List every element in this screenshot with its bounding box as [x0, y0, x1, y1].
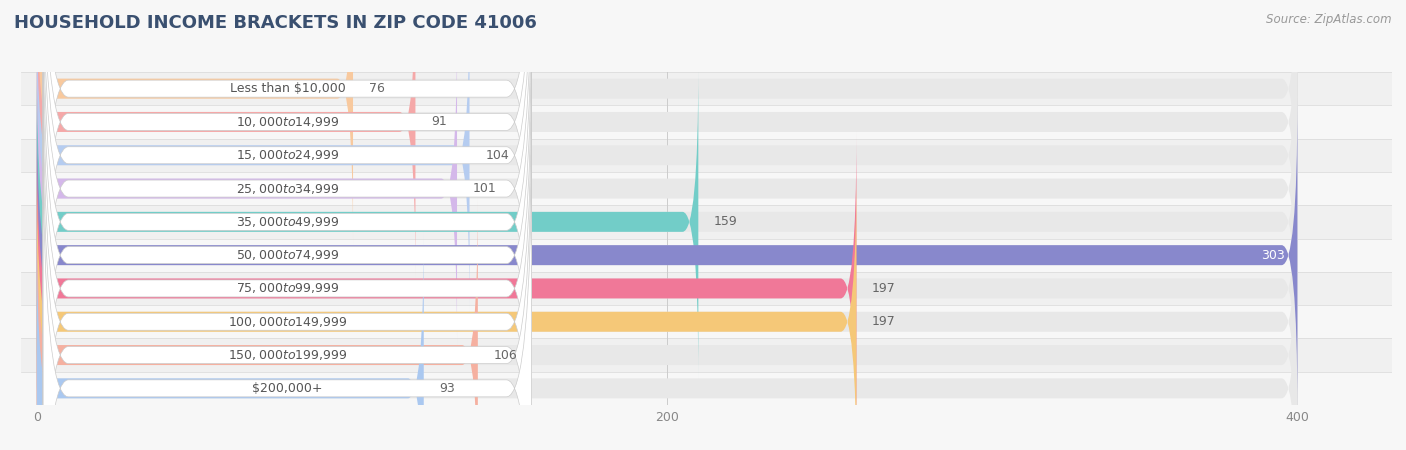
FancyBboxPatch shape [37, 0, 1298, 312]
Text: 91: 91 [432, 116, 447, 128]
FancyBboxPatch shape [21, 238, 1392, 272]
Text: Less than $10,000: Less than $10,000 [229, 82, 346, 95]
FancyBboxPatch shape [37, 99, 1298, 412]
FancyBboxPatch shape [44, 0, 531, 450]
FancyBboxPatch shape [21, 272, 1392, 305]
FancyBboxPatch shape [37, 0, 470, 312]
Text: 93: 93 [440, 382, 456, 395]
Text: 106: 106 [494, 349, 517, 361]
FancyBboxPatch shape [37, 32, 457, 345]
Text: $35,000 to $49,999: $35,000 to $49,999 [236, 215, 339, 229]
FancyBboxPatch shape [44, 130, 531, 450]
FancyBboxPatch shape [37, 165, 1298, 450]
Text: $10,000 to $14,999: $10,000 to $14,999 [236, 115, 339, 129]
Text: $15,000 to $24,999: $15,000 to $24,999 [236, 148, 339, 162]
FancyBboxPatch shape [37, 65, 1298, 378]
Text: 159: 159 [714, 216, 738, 228]
FancyBboxPatch shape [37, 198, 478, 450]
Text: $100,000 to $149,999: $100,000 to $149,999 [228, 315, 347, 329]
FancyBboxPatch shape [44, 97, 531, 450]
Text: 197: 197 [872, 315, 896, 328]
Text: 303: 303 [1261, 249, 1285, 261]
FancyBboxPatch shape [21, 105, 1392, 139]
FancyBboxPatch shape [37, 132, 856, 445]
Text: $75,000 to $99,999: $75,000 to $99,999 [236, 281, 339, 296]
FancyBboxPatch shape [44, 0, 531, 413]
Text: $25,000 to $34,999: $25,000 to $34,999 [236, 181, 339, 196]
Text: $50,000 to $74,999: $50,000 to $74,999 [236, 248, 339, 262]
Text: 197: 197 [872, 282, 896, 295]
FancyBboxPatch shape [44, 64, 531, 450]
FancyBboxPatch shape [37, 32, 1298, 345]
FancyBboxPatch shape [37, 99, 1298, 412]
FancyBboxPatch shape [37, 65, 699, 378]
Text: 104: 104 [485, 149, 509, 162]
Text: HOUSEHOLD INCOME BRACKETS IN ZIP CODE 41006: HOUSEHOLD INCOME BRACKETS IN ZIP CODE 41… [14, 14, 537, 32]
Text: 101: 101 [472, 182, 496, 195]
FancyBboxPatch shape [21, 338, 1392, 372]
FancyBboxPatch shape [21, 372, 1392, 405]
FancyBboxPatch shape [44, 0, 531, 450]
FancyBboxPatch shape [37, 232, 1298, 450]
Text: Source: ZipAtlas.com: Source: ZipAtlas.com [1267, 14, 1392, 27]
FancyBboxPatch shape [37, 0, 415, 279]
FancyBboxPatch shape [37, 0, 1298, 279]
FancyBboxPatch shape [37, 0, 353, 245]
Text: 76: 76 [368, 82, 385, 95]
FancyBboxPatch shape [21, 72, 1392, 105]
FancyBboxPatch shape [37, 165, 856, 450]
FancyBboxPatch shape [21, 172, 1392, 205]
Text: $150,000 to $199,999: $150,000 to $199,999 [228, 348, 347, 362]
FancyBboxPatch shape [44, 31, 531, 450]
Text: $200,000+: $200,000+ [252, 382, 322, 395]
FancyBboxPatch shape [21, 205, 1392, 239]
FancyBboxPatch shape [37, 198, 1298, 450]
FancyBboxPatch shape [37, 232, 423, 450]
FancyBboxPatch shape [44, 0, 531, 346]
FancyBboxPatch shape [21, 139, 1392, 172]
FancyBboxPatch shape [37, 0, 1298, 245]
FancyBboxPatch shape [37, 132, 1298, 445]
FancyBboxPatch shape [44, 0, 531, 380]
FancyBboxPatch shape [21, 305, 1392, 338]
FancyBboxPatch shape [44, 0, 531, 446]
